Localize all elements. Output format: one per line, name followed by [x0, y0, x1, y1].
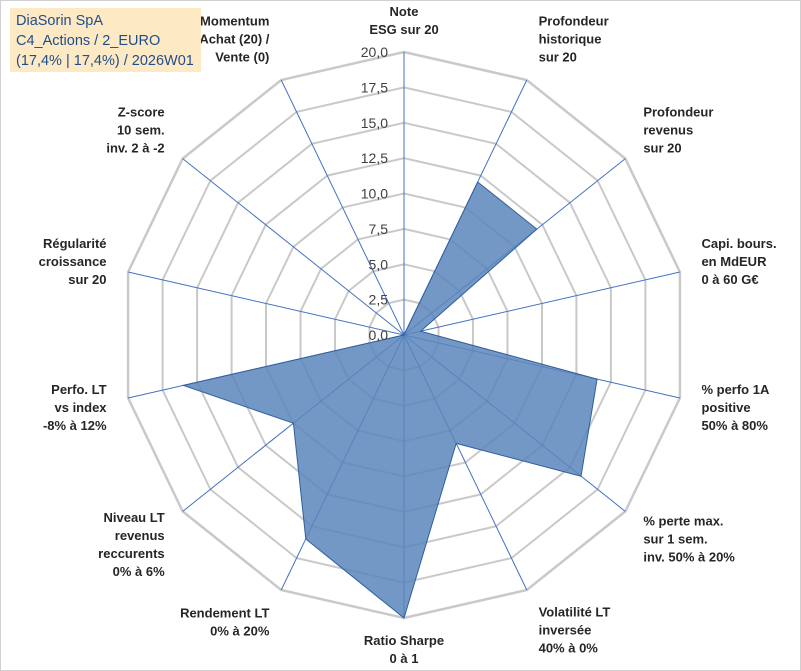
axis-label: % perfo 1A positive 50% à 80% [701, 382, 770, 433]
tick-label: 7,5 [369, 221, 389, 237]
tick-label: 20,0 [361, 44, 388, 60]
axis-label: Profondeur historique sur 20 [539, 13, 609, 64]
axis-label: Niveau LT revenus reccurents 0% à 6% [98, 510, 165, 579]
tick-label: 5,0 [369, 256, 389, 272]
tick-label: 15,0 [361, 115, 388, 131]
axis-label: Z-score 10 sem. inv. 2 à -2 [106, 104, 164, 155]
axis-label: Note ESG sur 20 [369, 4, 438, 37]
axis-label: Momentum Achat (20) / Vente (0) [199, 13, 269, 64]
axis-spoke [280, 79, 405, 336]
axis-label: Rendement LT 0% à 20% [180, 605, 270, 638]
axis-spoke [403, 271, 681, 336]
axis-label: % perte max. sur 1 sem. inv. 50% à 20% [643, 514, 735, 565]
tick-label: 17,5 [361, 79, 388, 95]
info-box: DiaSorin SpA C4_Actions / 2_EURO (17,4% … [10, 8, 201, 72]
axis-label: Perfo. LT vs index -8% à 12% [43, 382, 107, 433]
axis-labels: Note ESG sur 20 Profondeur historique sur 20… [39, 4, 777, 666]
category-label: C4_Actions / 2_EURO [16, 33, 161, 49]
tick-label: 2,5 [369, 292, 389, 308]
axis-spoke [127, 271, 405, 336]
series-area [181, 181, 598, 619]
axis-label: Volatilité LT inversée 40% à 0% [539, 605, 611, 656]
axis-label: Profondeur revenus sur 20 [643, 104, 713, 155]
axis-spoke [182, 158, 405, 336]
company-name: DiaSorin SpA [16, 13, 104, 29]
period-label: (17,4% | 17,4%) / 2026W01 [16, 53, 194, 69]
radial-tick-labels: 0,0 2,5 5,0 7,5 10,0 12,5 15,0 17,5 20,0 [361, 44, 388, 343]
tick-label: 12,5 [361, 150, 388, 166]
tick-label: 0,0 [369, 327, 389, 343]
tick-label: 10,0 [361, 186, 388, 202]
axis-label: Régularité croissance sur 20 [39, 236, 107, 287]
axis-label: Capi. bours. en MdEUR 0 à 60 G€ [701, 236, 776, 287]
axis-label: Ratio Sharpe 0 à 1 [364, 633, 444, 666]
radar-series [181, 181, 598, 619]
